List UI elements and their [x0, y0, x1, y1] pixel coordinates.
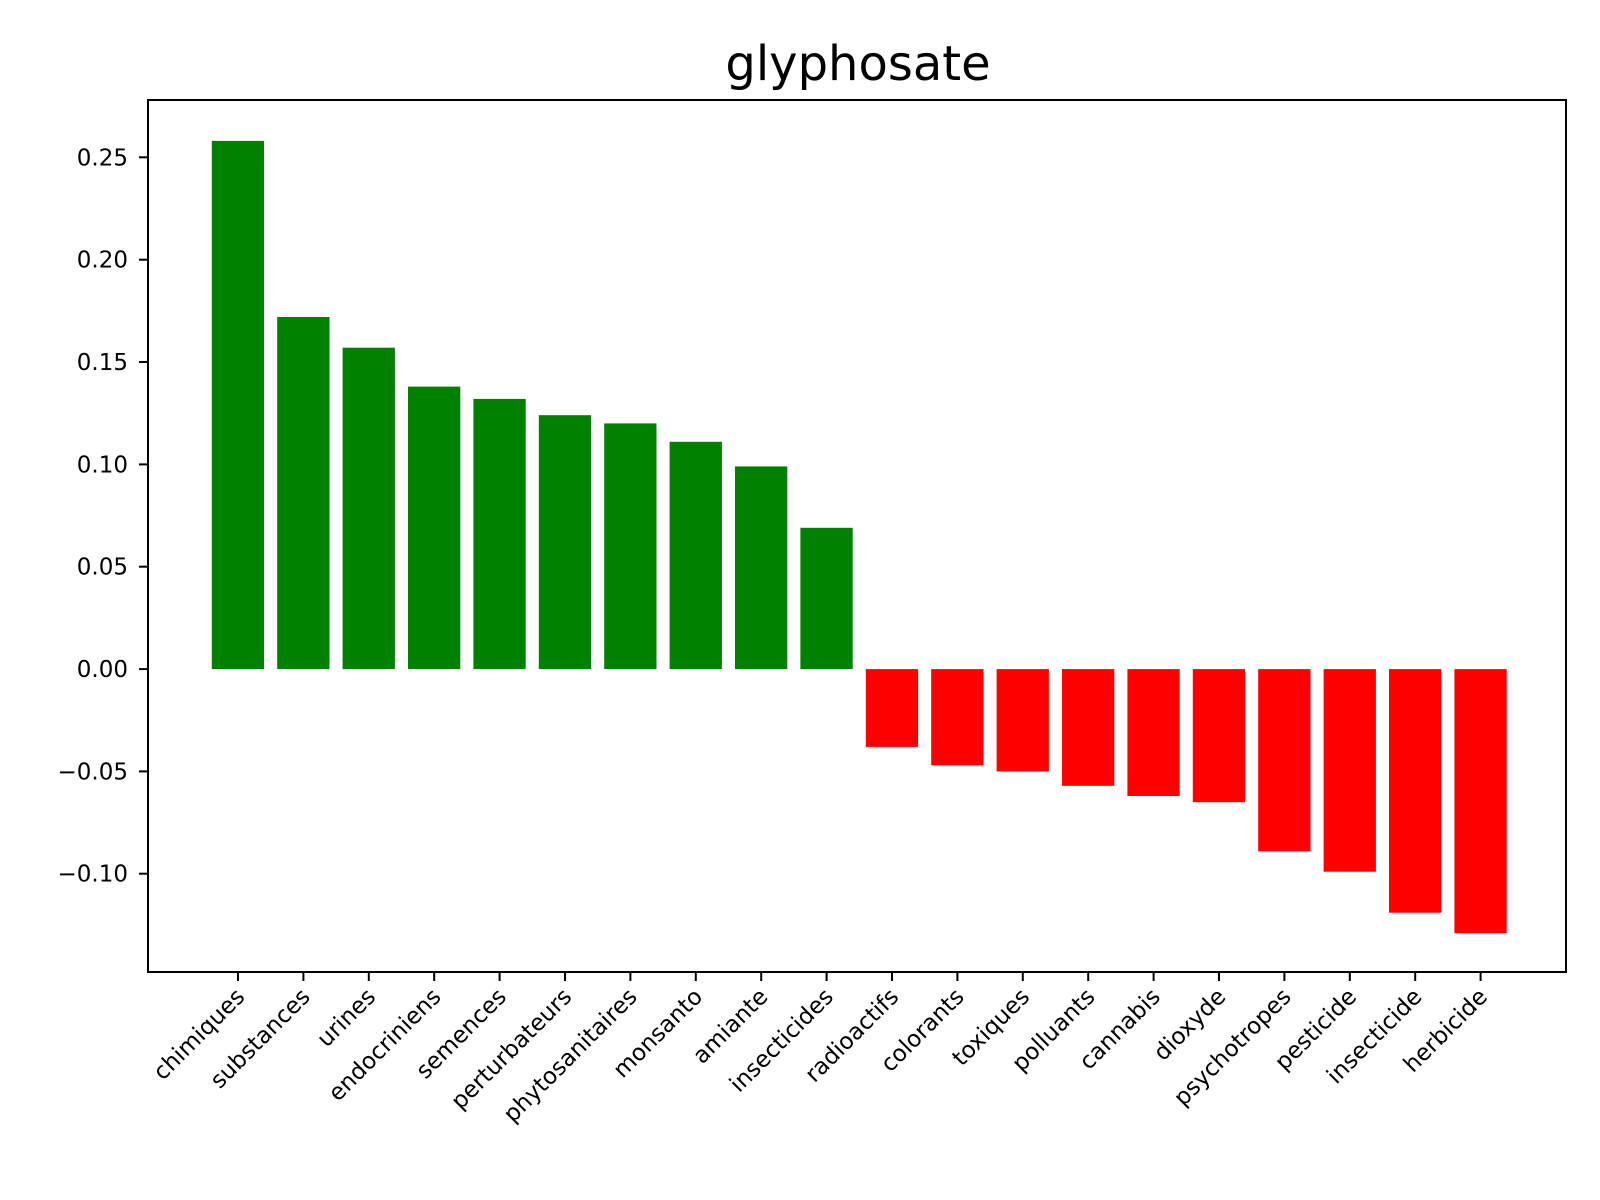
bar-psychotropes — [1258, 669, 1311, 852]
bar-substances — [277, 317, 330, 670]
bar-polluants — [1062, 669, 1115, 786]
bar-herbicide — [1454, 669, 1507, 934]
bar-endocriniens — [408, 386, 461, 670]
y-tick-label: −0.05 — [58, 759, 128, 785]
bar-monsanto — [669, 441, 722, 669]
bar-phytosanitaires — [604, 423, 657, 669]
y-tick-label: 0.00 — [77, 657, 128, 683]
bar-perturbateurs — [538, 415, 592, 669]
x-tick-label-endocriniens: endocriniens — [324, 984, 447, 1107]
bars-group — [211, 140, 1507, 934]
bar-toxiques — [996, 669, 1049, 772]
bar-insecticides — [800, 527, 853, 669]
x-axis: chimiquessubstancesurinesendocrinienssem… — [149, 972, 1493, 1128]
bar-colorants — [931, 669, 984, 766]
x-tick-label-psychotropes: psychotropes — [1169, 984, 1296, 1111]
bar-insecticide — [1389, 669, 1442, 913]
bar-urines — [342, 347, 395, 670]
bar-cannabis — [1127, 669, 1180, 796]
bar-amiante — [735, 466, 788, 669]
bar-dioxyde — [1192, 669, 1246, 803]
bar-chimiques — [211, 140, 265, 669]
bar-pesticide — [1323, 669, 1376, 872]
chart-title: glyphosate — [725, 36, 990, 92]
y-tick-label: 0.20 — [77, 248, 128, 274]
y-axis: −0.10 −0.05 0.00 0.05 0.10 0.15 0.20 0.25 — [58, 145, 148, 888]
y-tick-label: 0.10 — [77, 452, 128, 478]
y-tick-label: 0.25 — [77, 145, 128, 171]
plot-frame — [147, 99, 1567, 973]
y-tick-label: −0.10 — [58, 862, 128, 888]
bar-semences — [473, 398, 526, 670]
y-tick-label: 0.05 — [77, 555, 128, 581]
bar-radioactifs — [865, 669, 919, 747]
y-tick-label: 0.15 — [77, 350, 128, 376]
